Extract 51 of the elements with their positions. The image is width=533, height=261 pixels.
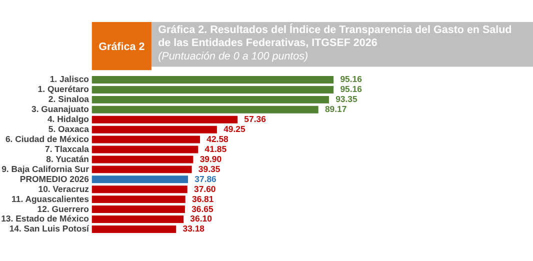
bar <box>92 76 334 84</box>
bar <box>92 156 194 164</box>
data-label: 57.36 <box>244 114 266 124</box>
data-label: 36.81 <box>192 194 214 204</box>
data-label: 37.86 <box>194 174 217 184</box>
data-label: 89.17 <box>324 104 347 114</box>
bar <box>92 126 217 134</box>
bar <box>92 116 238 124</box>
y-tick-label: 6. Ciudad de México <box>5 134 89 144</box>
chart-title: Gráfica 2. Resultados del Índice de Transparencia del Gasto en Salud de las Entidades Federativas, ITGSEF 2026 <box>158 22 512 50</box>
bar <box>92 166 192 174</box>
data-label: 37.60 <box>194 184 216 194</box>
data-label: 41.85 <box>204 144 227 154</box>
data-label: 39.90 <box>200 154 222 164</box>
bar <box>92 146 198 154</box>
bar <box>92 86 334 94</box>
y-tick-label: 3. Guanajuato <box>32 104 89 114</box>
y-tick-label: 2. Sinaloa <box>48 94 90 104</box>
data-label: 95.16 <box>340 84 362 94</box>
bar <box>92 196 186 204</box>
y-tick-label: 7. Tlaxcala <box>45 144 90 154</box>
y-tick-label: 11. Aguascalientes <box>12 194 90 204</box>
bar <box>92 186 188 194</box>
y-tick-label: 13. Estado de México <box>1 214 89 224</box>
y-tick-label: 9. Baja California Sur <box>2 164 90 174</box>
data-label: 42.58 <box>206 134 229 144</box>
bar <box>92 216 184 223</box>
y-tick-label: 14. San Luis Potosí <box>9 224 90 234</box>
y-tick-label: PROMEDIO 2026 <box>20 174 90 184</box>
data-label: 95.16 <box>340 74 362 84</box>
bar <box>92 176 188 184</box>
chart-subtitle: (Puntuación de 0 a 100 puntos) <box>158 50 308 62</box>
bar <box>92 96 329 104</box>
data-label: 33.18 <box>182 224 205 234</box>
y-tick-label: 5. Oaxaca <box>48 124 90 134</box>
y-tick-label: 4. Hidalgo <box>47 114 89 124</box>
y-tick-label: 1. Jalisco <box>50 74 89 84</box>
y-tick-label: 8. Yucatán <box>46 154 89 164</box>
data-label: 36.65 <box>192 204 214 214</box>
data-label: 39.35 <box>198 164 220 174</box>
y-tick-label: 10. Veracruz <box>38 184 90 194</box>
text: Gráfica 2 <box>98 41 145 54</box>
bar <box>92 136 200 144</box>
bar <box>92 106 318 114</box>
bar <box>92 225 176 233</box>
bar <box>92 206 185 214</box>
data-label: 93.35 <box>336 94 358 104</box>
data-label: 49.25 <box>224 124 246 134</box>
y-tick-label: 12. Guerrero <box>37 204 89 214</box>
y-tick-label: 1. Querétaro <box>38 84 89 94</box>
data-label: 36.10 <box>190 214 212 224</box>
